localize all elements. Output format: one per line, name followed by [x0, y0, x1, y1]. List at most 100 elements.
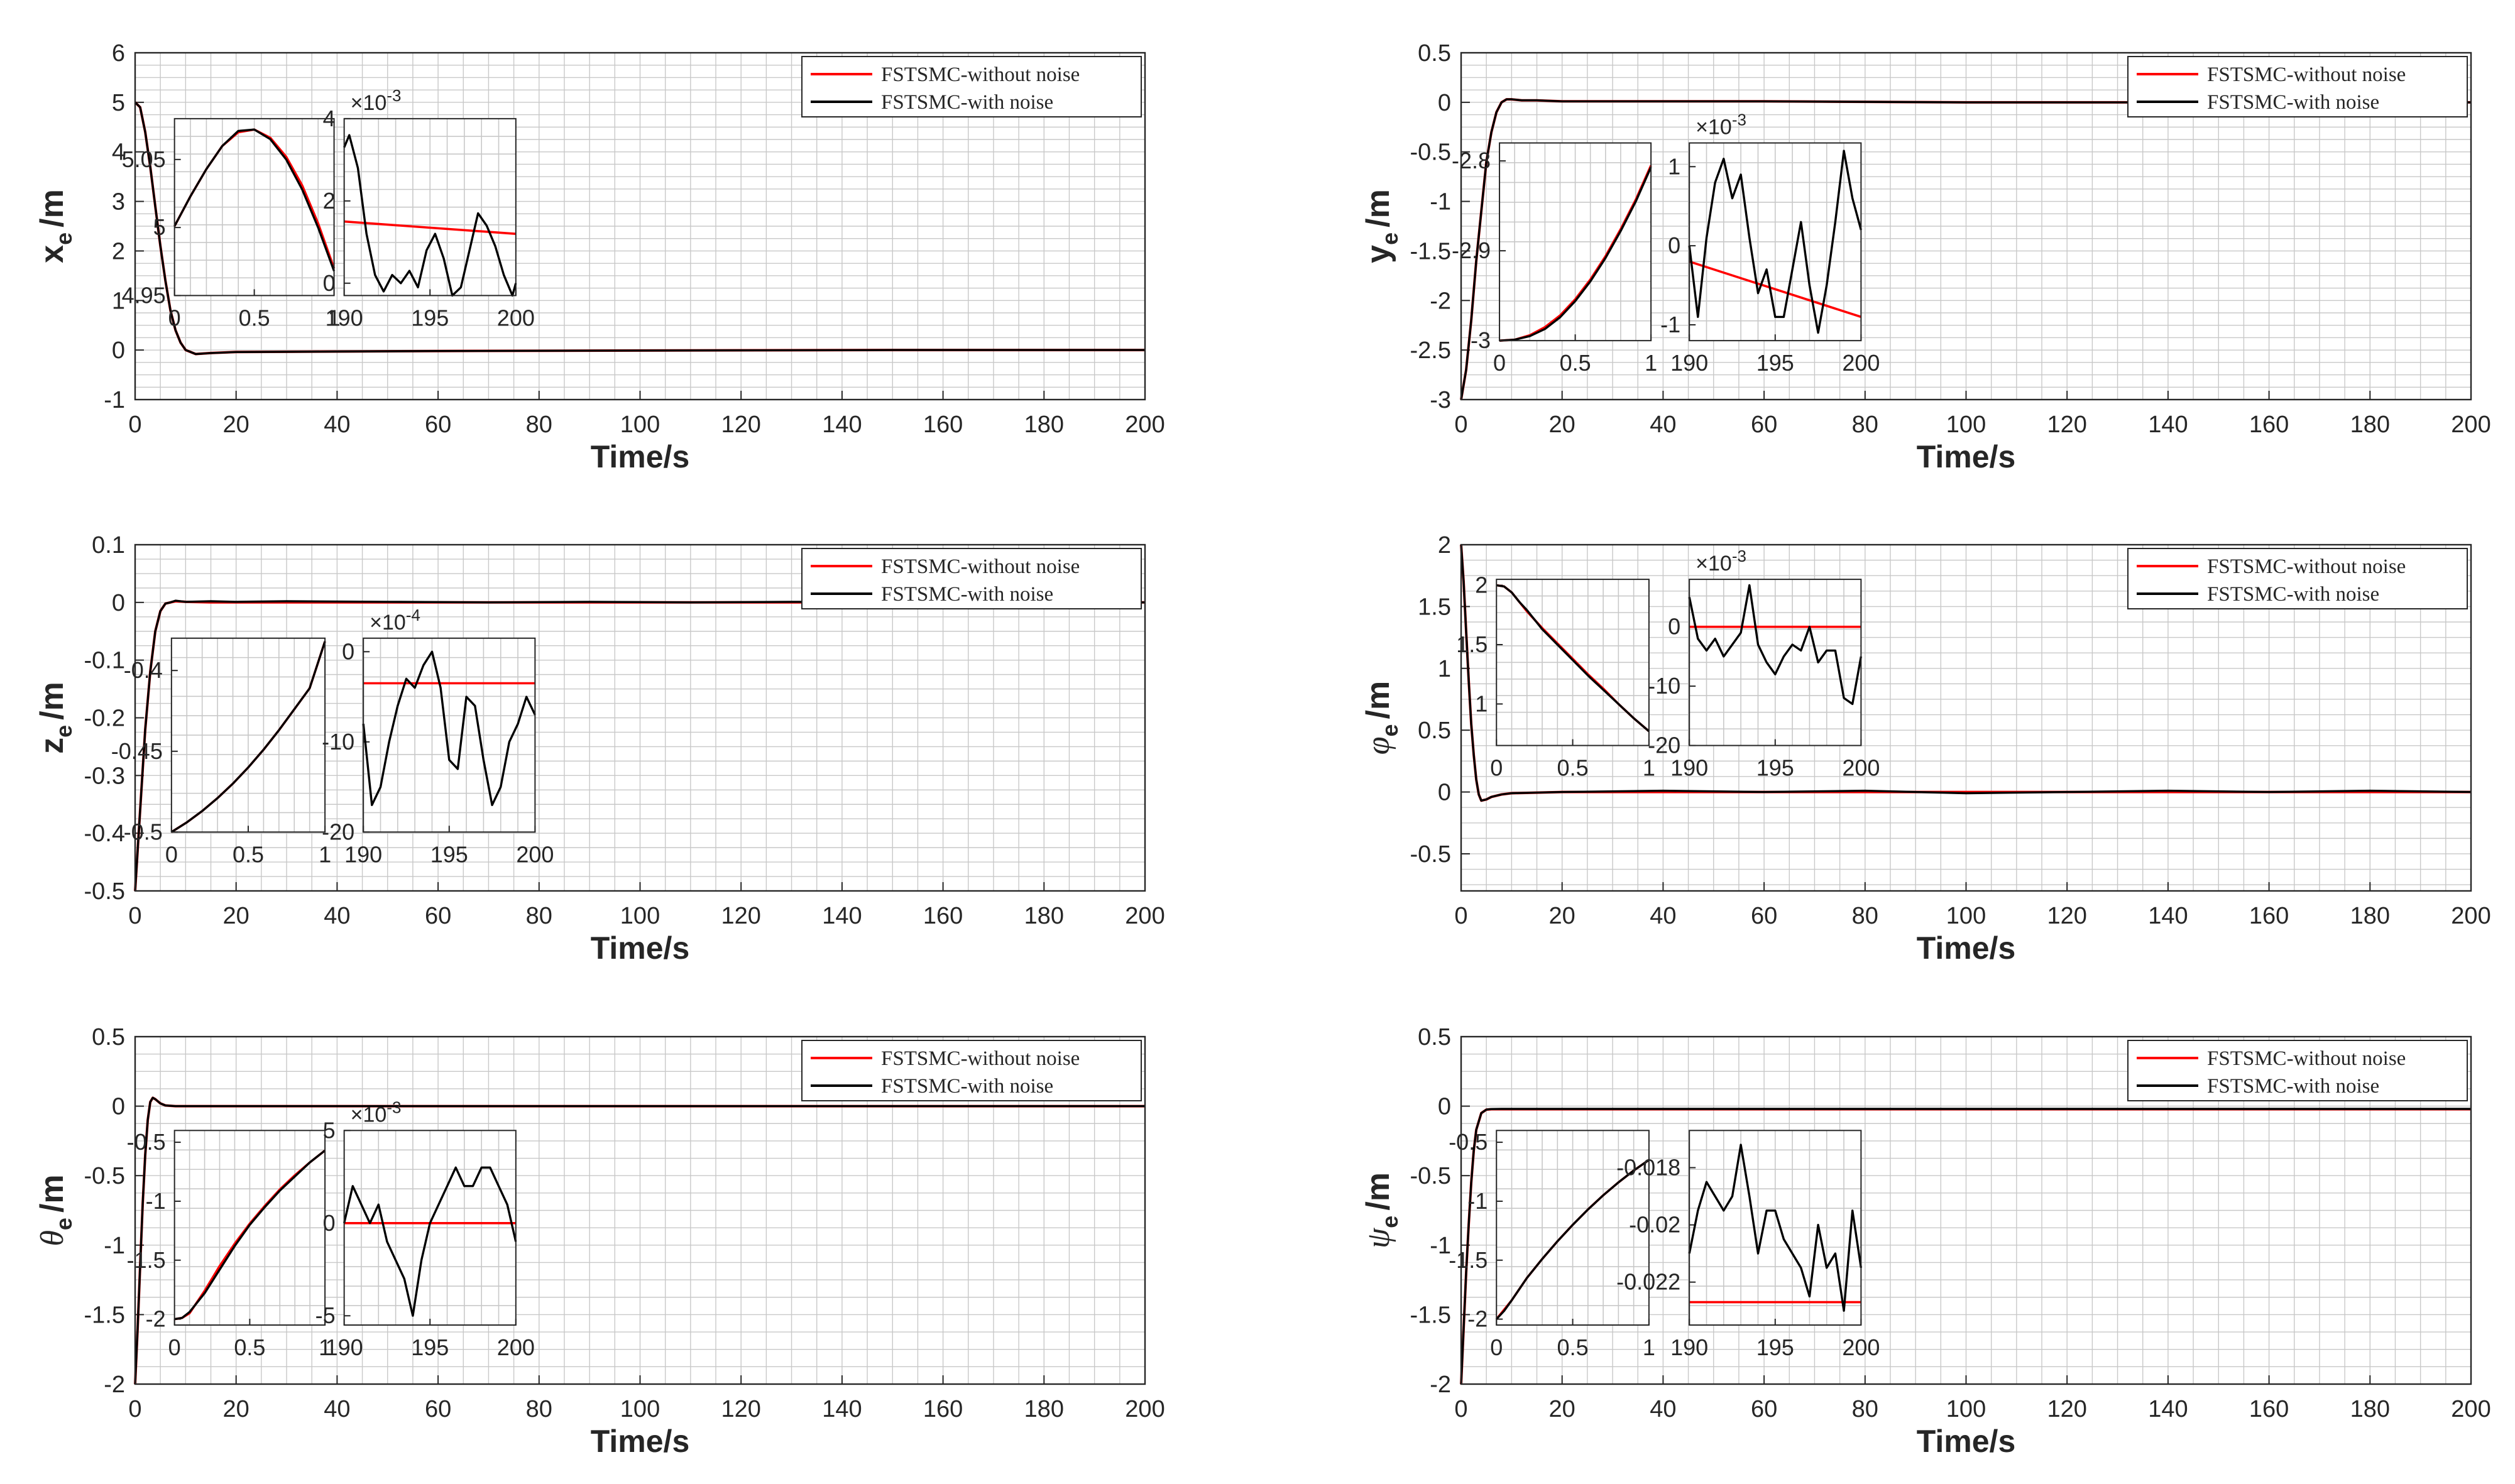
- x-tick-label: 180: [1024, 903, 1064, 929]
- y-tick-label: -2: [104, 1372, 125, 1398]
- inset-x-tick-label: 1: [1643, 755, 1655, 781]
- x-tick-label: 0: [1454, 412, 1467, 438]
- y-tick-label: -0.1: [84, 648, 125, 674]
- inset-frame: [343, 117, 517, 297]
- inset-x-tick-label: 195: [411, 305, 449, 330]
- x-tick-label: 120: [2047, 412, 2086, 438]
- legend-box: [2127, 56, 2468, 117]
- inset-y-tick-label: -0.5: [124, 819, 163, 844]
- exponent-base: ×10: [370, 611, 406, 635]
- series-line-with-noise: [134, 101, 1145, 356]
- y-axis-label: ze/m: [34, 682, 77, 754]
- x-tick-label: 160: [2249, 412, 2289, 438]
- y-tick-label: -0.5: [1410, 1163, 1451, 1189]
- x-tick-label: 120: [2047, 1396, 2086, 1422]
- y-tick-label: 1: [1438, 656, 1451, 682]
- exponent-power: -3: [1732, 547, 1746, 565]
- inset-exponent-label: ×10-3: [351, 1098, 402, 1127]
- inset-1: 0 0.5 1 4.95 5 5.05: [122, 117, 341, 330]
- legend: FSTSMC-without noise FSTSMC-with noise: [801, 56, 1142, 117]
- y-tick-label: 2: [112, 238, 125, 265]
- y-tick-label: 1: [112, 288, 125, 314]
- inset-y-tick-label: -0.02: [1629, 1212, 1680, 1238]
- x-tick-label: 160: [923, 1396, 963, 1422]
- x-tick-label: 40: [1650, 1396, 1676, 1422]
- inset-x-tick-label: 0.5: [234, 1334, 265, 1360]
- inset-y-tick-label: -5: [315, 1302, 336, 1328]
- y-tick-label: -2: [1430, 1372, 1451, 1398]
- y-tick-label: 6: [112, 40, 125, 67]
- y-tick-label: -0.5: [1410, 841, 1451, 868]
- inset-y-tick-label: 0: [1668, 614, 1680, 640]
- y-tick-label: 4: [112, 139, 125, 166]
- inset-x-tick-label: 0: [168, 1334, 181, 1360]
- inset-2: 190 195 200 -0.022 -0.02 -0.018: [1616, 1130, 1880, 1360]
- inset-x-tick-label: 0: [168, 305, 181, 330]
- plot-frame: [134, 52, 1146, 401]
- inset-series-with-noise: [1499, 166, 1652, 342]
- x-tick-label: 140: [2148, 1396, 2188, 1422]
- y-tick-label: 0.5: [1418, 40, 1451, 67]
- inset-y-tick-label: -1.5: [127, 1247, 166, 1273]
- y-axis-label: ye/m: [1360, 189, 1403, 263]
- plot-frame: [134, 1035, 1146, 1385]
- x-axis-label: Time/s: [591, 439, 690, 474]
- legend-entry: FSTSMC-without noise: [881, 1047, 1080, 1070]
- x-tick-label: 180: [2350, 903, 2390, 929]
- chart-ze: 0 20 40 60 80 100 120 140 160 180 200-0.5-0.4-0.3-…: [34, 532, 1165, 966]
- legend-box: [801, 548, 1142, 609]
- inset-y-tick-label: 0: [1668, 232, 1680, 258]
- legend-entry: FSTSMC-without noise: [2207, 1047, 2406, 1070]
- inset-x-tick-label: 1: [328, 305, 341, 330]
- inset-frame: [1496, 579, 1650, 746]
- inset-frame: [173, 117, 335, 297]
- x-tick-label: 160: [923, 412, 963, 438]
- x-axis-label: Time/s: [1917, 1424, 2016, 1459]
- x-tick-label: 20: [1549, 1396, 1575, 1422]
- x-tick-label: 60: [1751, 412, 1777, 438]
- y-tick-label: -1: [104, 387, 125, 413]
- x-tick-label: 200: [1125, 412, 1164, 438]
- inset-y-tick-label: 0: [342, 638, 354, 664]
- x-tick-label: 20: [223, 1396, 249, 1422]
- inset-y-tick-label: -2.9: [1452, 237, 1491, 263]
- chart-phie: 0 20 40 60 80 100 120 140 160 180 200-0.500.511.52…: [1360, 532, 2491, 966]
- x-tick-label: 140: [2148, 412, 2188, 438]
- y-label-unit: /m: [34, 1174, 70, 1213]
- plot-frame: [1460, 543, 2472, 892]
- inset-y-tick-label: 5.05: [122, 146, 166, 172]
- inset-y-tick-label: -0.022: [1616, 1269, 1680, 1295]
- x-tick-label: 20: [223, 903, 249, 929]
- inset-x-tick-label: 0: [1490, 1334, 1503, 1360]
- inset-x-tick-label: 0: [1490, 755, 1503, 781]
- inset-x-tick-label: 0.5: [239, 305, 270, 330]
- x-tick-label: 100: [620, 903, 660, 929]
- inset-y-tick-label: 0: [323, 1210, 336, 1236]
- x-tick-label: 100: [1946, 903, 1986, 929]
- y-label-unit: /m: [34, 189, 70, 227]
- x-tick-label: 0: [128, 1396, 141, 1422]
- inset-x-tick-label: 190: [1670, 755, 1708, 781]
- y-tick-label: 0: [1438, 90, 1451, 116]
- inset-1: 0 0.5 1 -2 -1.5 -1 -0.5: [127, 1129, 332, 1360]
- inset-y-tick-label: 1: [1475, 690, 1488, 716]
- inset-2: 190 195 200 0 2 4 ×10-3: [323, 86, 535, 331]
- legend-entry: FSTSMC-without noise: [2207, 555, 2406, 578]
- inset-y-tick-label: -1: [1467, 1188, 1488, 1214]
- x-tick-label: 200: [2451, 903, 2490, 929]
- inset-series-with-noise: [342, 1166, 517, 1317]
- x-tick-label: 140: [822, 903, 862, 929]
- x-tick-label: 100: [620, 412, 660, 438]
- chart-xe: 0 20 40 60 80 100 120 140 160 180 200-10123456Time…: [34, 40, 1165, 474]
- inset-x-tick-label: 0: [1493, 350, 1506, 376]
- legend-entry: FSTSMC-without noise: [881, 63, 1080, 86]
- inset-2: 190 195 200 -20 -10 0 ×10-3: [1648, 547, 1880, 780]
- x-tick-label: 60: [1751, 1396, 1777, 1422]
- y-tick-label: -0.5: [1410, 139, 1451, 166]
- y-tick-label: -0.5: [84, 1163, 125, 1189]
- inset-y-tick-label: -1.5: [1449, 1247, 1488, 1273]
- y-label-unit: /m: [34, 682, 70, 720]
- x-tick-label: 100: [620, 1396, 660, 1422]
- inset-series-with-noise: [343, 134, 517, 297]
- inset-series-with-noise: [1688, 150, 1863, 334]
